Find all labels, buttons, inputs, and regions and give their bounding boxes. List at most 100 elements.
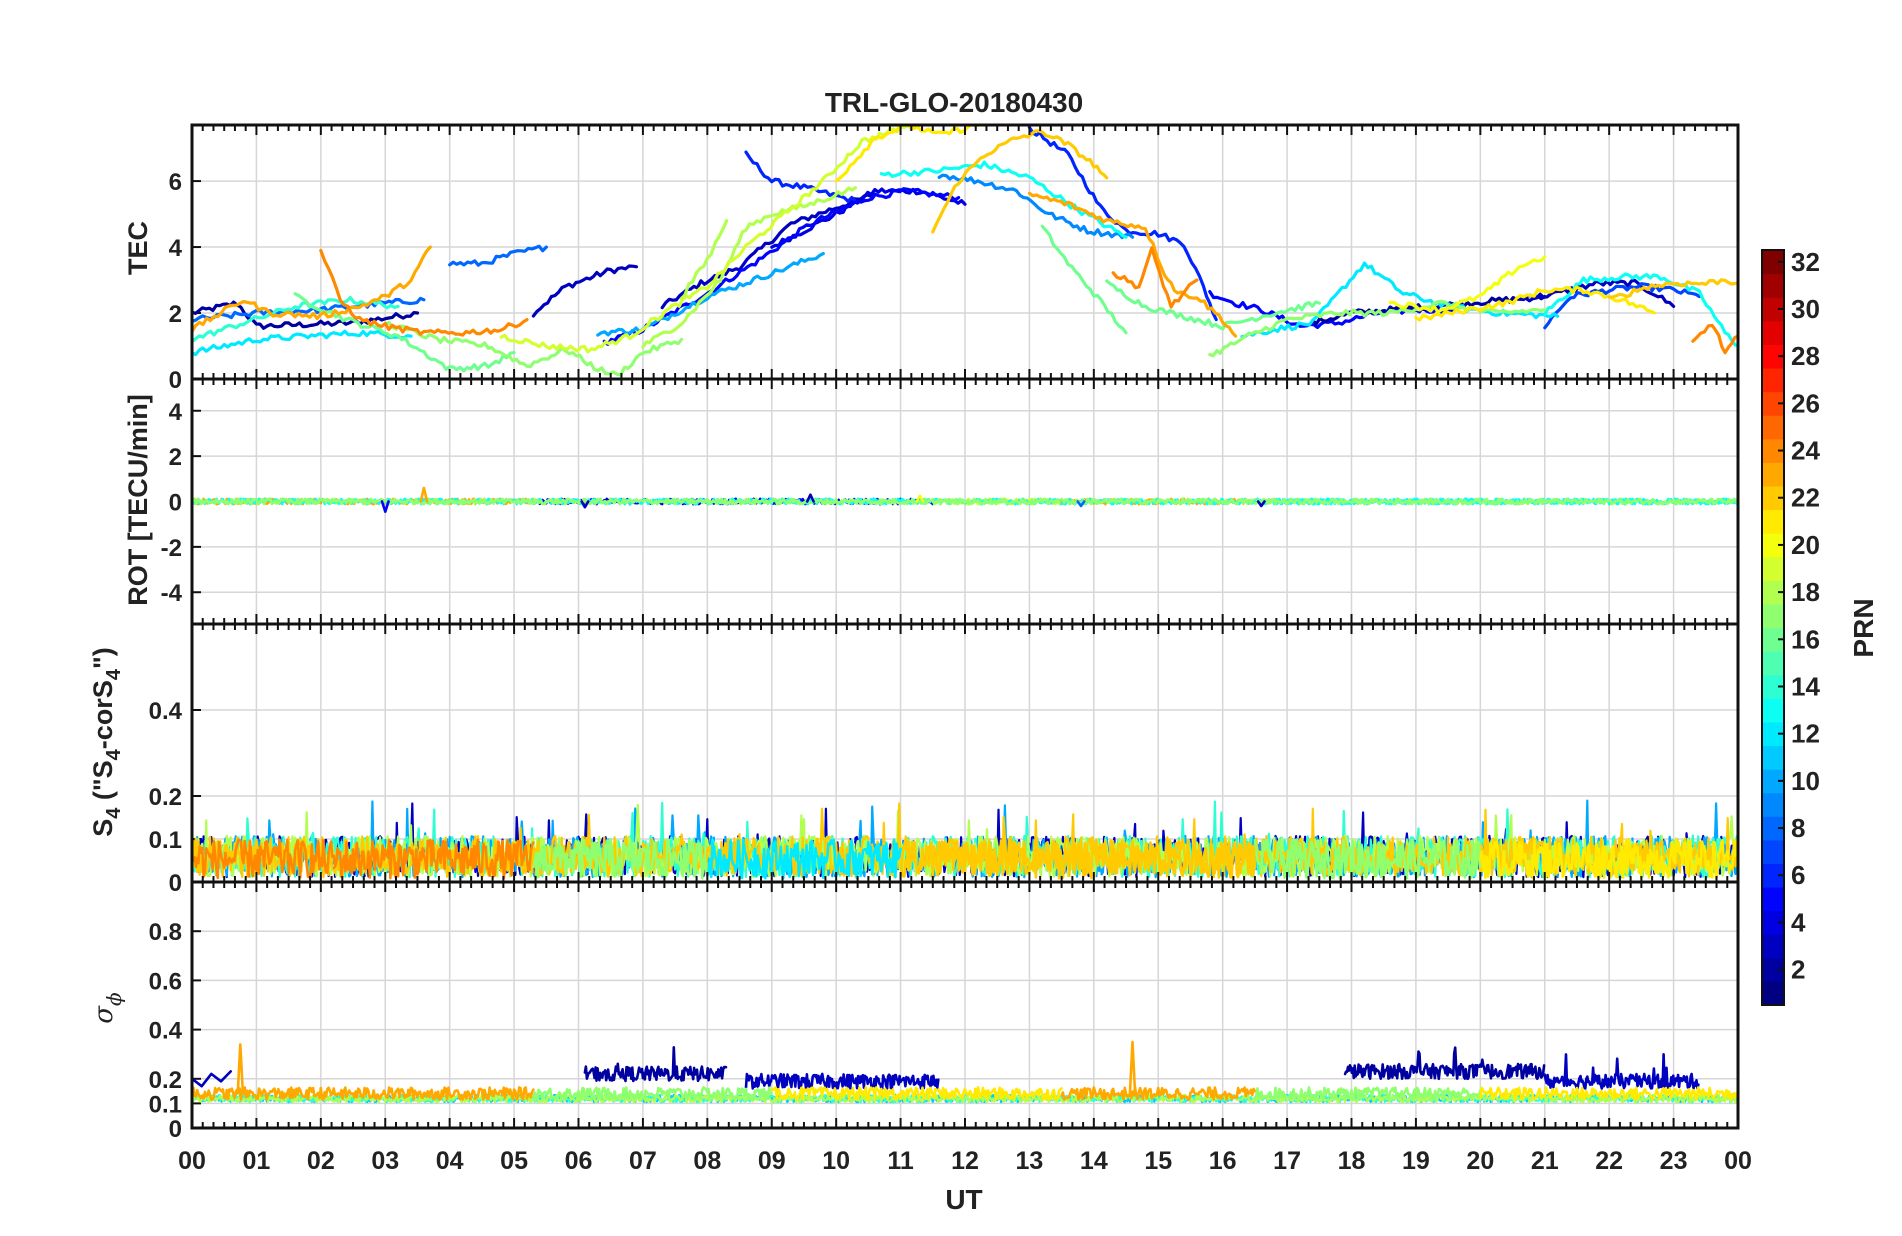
tec-series-prn-13	[1543, 272, 1738, 348]
rot-series-group	[192, 486, 1738, 513]
colorbar-swatch	[1762, 415, 1784, 440]
colorbar-tick-label: 12	[1791, 719, 1820, 749]
tec-series-prn-6	[1027, 125, 1218, 322]
colorbar-tick-label: 16	[1791, 624, 1820, 654]
colorbar-label: PRN	[1848, 598, 1879, 657]
x-tick-label: 05	[500, 1147, 528, 1175]
colorbar-tick-label: 8	[1791, 813, 1805, 843]
x-tick-label: 09	[758, 1147, 786, 1175]
rot-ytick-label: 2	[169, 444, 182, 471]
sigma-phi-ylabel-sub: ϕ	[102, 992, 126, 1006]
rot-spike	[1256, 500, 1266, 508]
rot-spike	[1076, 500, 1086, 508]
x-tick-label: 00	[178, 1147, 206, 1175]
sigma-ytick-label: 0.8	[149, 919, 182, 946]
colorbar-frame	[1761, 249, 1785, 1006]
sigma-elevated-prn-3	[1543, 1053, 1700, 1090]
colorbar-swatch	[1762, 981, 1784, 1006]
x-tick-label: 08	[693, 1147, 721, 1175]
colorbar-swatch	[1762, 863, 1784, 888]
tec-series-prn-24	[1111, 246, 1199, 309]
tec-series-prn-18	[641, 186, 858, 349]
s4-ylabel-sub3: 4	[103, 668, 125, 680]
sigma-series-prn-17	[532, 1086, 773, 1101]
rot-spike	[580, 500, 590, 509]
tec-series-prn-18	[680, 219, 729, 301]
x-tick-label: 12	[951, 1147, 979, 1175]
rot-ytick-label: -4	[161, 580, 183, 607]
colorbar-swatch	[1762, 674, 1784, 699]
colorbar-swatch	[1762, 438, 1784, 463]
colorbar-tick-label: 26	[1791, 388, 1820, 418]
s4-series-prn-24	[192, 838, 535, 880]
colorbar-tick-label: 18	[1791, 577, 1820, 607]
x-tick-label: 13	[1016, 1147, 1044, 1175]
x-tick-label: 22	[1595, 1147, 1623, 1175]
x-tick-label: 10	[822, 1147, 850, 1175]
tec-series-prn-13	[879, 160, 1128, 239]
colorbar-swatch	[1762, 934, 1784, 959]
colorbar-swatch	[1762, 721, 1784, 747]
colorbar-tick-label: 30	[1791, 294, 1820, 324]
s4-ylabel-cor: -corS	[88, 680, 118, 749]
tec-series-prn-8	[448, 244, 548, 267]
rot-series-prn-17	[532, 497, 935, 506]
s4-ytick-label: 0.1	[149, 827, 182, 854]
colorbar-swatch	[1762, 509, 1784, 534]
sigma-series-prn-23	[1060, 1086, 1257, 1101]
tec-ytick-label: 6	[169, 169, 182, 196]
rot-spike	[805, 493, 815, 503]
s4-series-prn-17	[1253, 838, 1482, 880]
rot-ytick-label: 4	[169, 399, 183, 426]
colorbar-swatch	[1762, 367, 1784, 393]
tec-series-prn-8	[192, 296, 426, 323]
sigma-ytick-label: 0.6	[149, 968, 182, 995]
s4-ylabel: S4 ("S4-corS4")	[88, 647, 125, 837]
sigma-ytick-label: 0.2	[149, 1067, 182, 1094]
colorbar-swatch	[1762, 344, 1784, 369]
sigma-series-prn-23	[192, 1086, 535, 1101]
x-tick-labels: 00 01 02 03 04 05 06 07 08 09 10 11 12 13 14 15 16 17 18 19…	[178, 1147, 1752, 1175]
sigma-phi-ylabel: σϕ	[89, 992, 126, 1024]
colorbar-swatch	[1762, 462, 1784, 487]
x-tick-label: 06	[565, 1147, 593, 1175]
rot-ylabel: ROT [TECU/min]	[123, 394, 153, 605]
colorbar-tick-label: 2	[1791, 955, 1805, 985]
s4-panel: 0 0.1 0.2 0.4	[149, 622, 1740, 897]
colorbar-swatch	[1762, 603, 1784, 629]
colorbar-tick-label: 22	[1791, 483, 1820, 513]
x-tick-label: 03	[371, 1147, 399, 1175]
colorbar-swatch	[1762, 957, 1784, 983]
x-tick-label: 19	[1402, 1147, 1430, 1175]
tec-series-prn-17	[1208, 299, 1547, 358]
rot-series-prn-17	[1253, 497, 1738, 506]
tec-series-prn-3	[1517, 278, 1676, 308]
x-tick-label: 15	[1144, 1147, 1172, 1175]
s4-ytick-label: 0	[169, 870, 182, 897]
s4-series-prn-21	[1479, 838, 1738, 880]
chart-title: TRL-GLO-20180430	[825, 87, 1083, 118]
x-tick-label: 11	[887, 1147, 914, 1175]
x-tick-label: 04	[436, 1147, 464, 1175]
tec-series-prn-21	[1414, 285, 1656, 322]
s4-ylabel-close: ")	[88, 647, 118, 669]
colorbar-tick-label: 10	[1791, 766, 1820, 796]
x-tick-label: 18	[1338, 1147, 1366, 1175]
colorbar-swatch	[1762, 910, 1784, 935]
colorbar-tick-label: 32	[1791, 247, 1820, 277]
x-tick-label: 01	[243, 1147, 271, 1175]
tec-ylabel: TEC	[123, 221, 153, 275]
colorbar-swatch	[1762, 533, 1784, 558]
sigma-elevated-prn-2	[1343, 1046, 1546, 1081]
tec-series-prn-22	[1607, 278, 1738, 299]
sigma-ytick-label: 0.1	[149, 1091, 182, 1118]
sigma-series-prn-3	[192, 1070, 232, 1088]
colorbar-swatch	[1762, 297, 1784, 322]
rot-ytick-label: -2	[161, 535, 182, 562]
colorbar-tick-label: 14	[1791, 671, 1820, 701]
tec-series-prn-24	[319, 248, 529, 337]
colorbar-swatch	[1762, 745, 1784, 770]
tec-series-prn-7	[1543, 282, 1701, 330]
s4-ytick-label: 0.2	[149, 784, 182, 811]
